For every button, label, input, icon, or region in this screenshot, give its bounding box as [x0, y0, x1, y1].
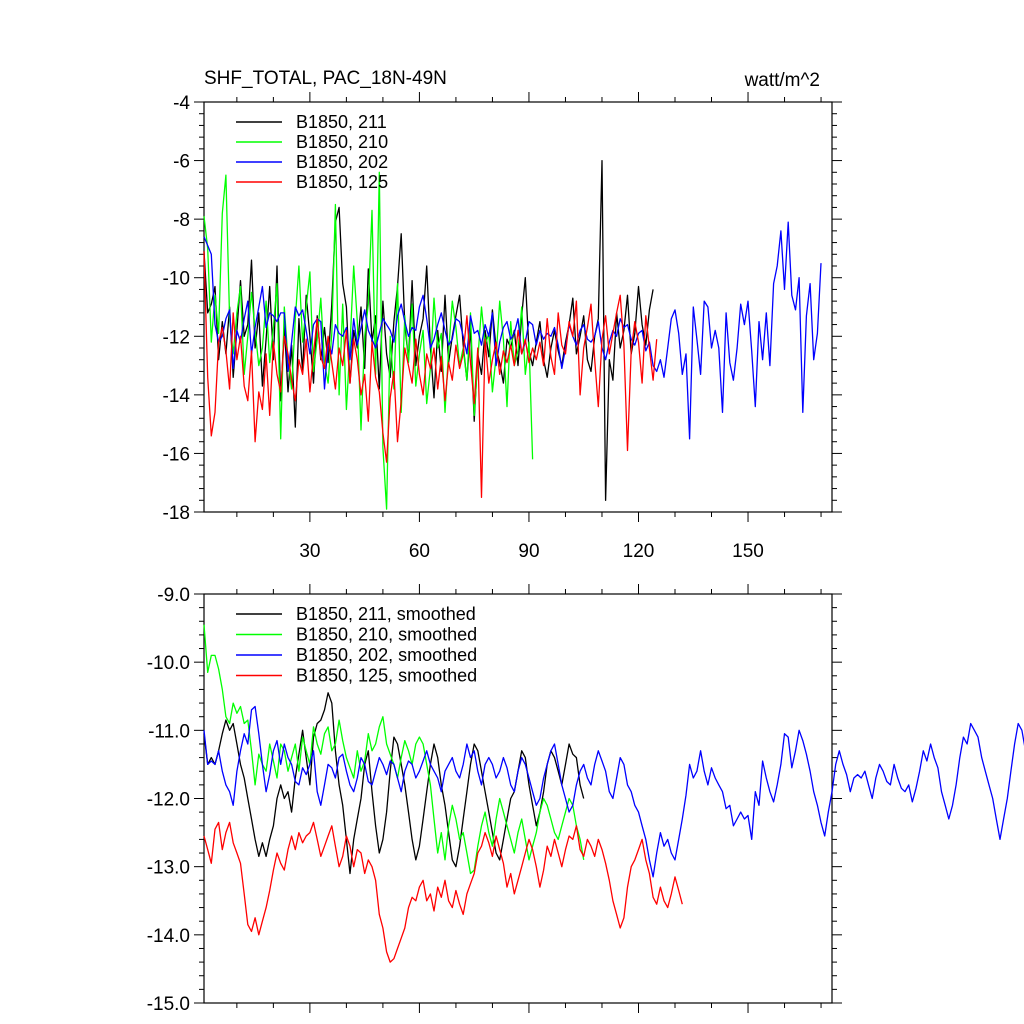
- legend-label: B1850, 211, smoothed: [296, 604, 476, 624]
- series-line-4: [203, 251, 658, 499]
- y-tick-label: -12: [163, 327, 190, 348]
- y-tick-label: -18: [163, 503, 190, 524]
- series-line-4: [203, 821, 683, 963]
- y-tick-label: -15.0: [147, 994, 190, 1015]
- chart-title: SHF_TOTAL, PAC_18N-49N: [204, 68, 447, 89]
- bottom-panel: -15.0 -14.0 -13.0 -12.0 -11.0 -10.0 -9.0 B1850,…: [147, 584, 1024, 1015]
- x-tick-label: 120: [623, 541, 655, 562]
- y-tick-label: -14.0: [147, 926, 190, 947]
- legend-label: B1850, 202, smoothed: [296, 645, 477, 665]
- plot-frame: [203, 101, 833, 513]
- legend-label: B1850, 210, smoothed: [296, 625, 477, 645]
- y-tick-label: -13.0: [147, 858, 190, 879]
- units-label: watt/m^2: [744, 70, 820, 91]
- legend-label: B1850, 125, smoothed: [296, 666, 477, 686]
- x-tick-label: 150: [732, 541, 764, 562]
- legend-label: B1850, 125: [296, 172, 388, 192]
- y-tick-label: -12.0: [147, 790, 190, 811]
- top-panel: SHF_TOTAL, PAC_18N-49N watt/m^2 -18 -16 -1…: [163, 68, 842, 562]
- x-tick-label: 30: [299, 541, 320, 562]
- y-tick-label: -10: [163, 269, 190, 290]
- series-line-3: [203, 705, 1024, 878]
- y-tick-label: -4: [173, 93, 190, 114]
- series-line-1: [203, 692, 585, 875]
- series-line-3: [203, 221, 822, 440]
- y-tick-label: -11.0: [148, 721, 190, 742]
- y-tick-label: -16: [163, 444, 190, 465]
- y-tick-label: -10.0: [147, 653, 190, 674]
- legend-label: B1850, 211: [296, 112, 387, 132]
- y-tick-label: -14: [163, 386, 191, 407]
- y-tick-label: -6: [173, 152, 190, 173]
- legend-label: B1850, 210: [296, 132, 388, 152]
- y-tick-label: -8: [173, 210, 190, 231]
- x-tick-label: 60: [409, 541, 430, 562]
- x-tick-label: 90: [518, 541, 539, 562]
- legend-label: B1850, 202: [296, 152, 388, 172]
- y-tick-label: -9.0: [157, 585, 190, 606]
